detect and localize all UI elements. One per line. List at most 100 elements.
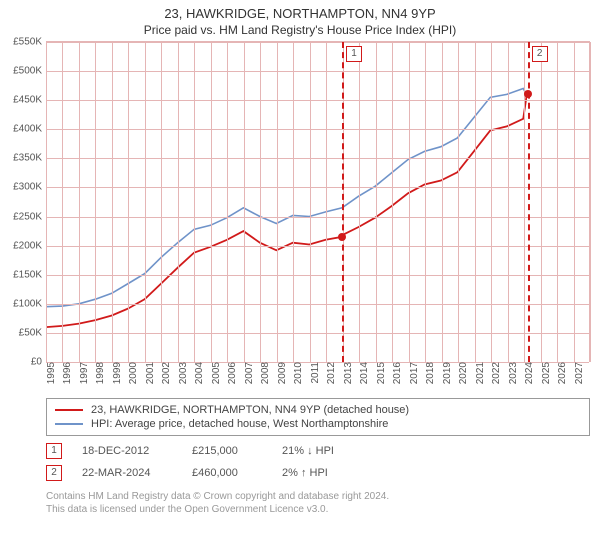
gridline-vertical [392,42,393,362]
x-axis-label: 2027 [570,362,585,384]
x-axis-label: 2018 [421,362,436,384]
x-axis-label: 2005 [207,362,222,384]
gridline-vertical [62,42,63,362]
gridline-vertical [359,42,360,362]
sale-price: £460,000 [192,467,282,479]
x-axis-label: 2008 [256,362,271,384]
y-axis-label: £500K [13,66,46,77]
sale-row-marker: 2 [46,465,62,481]
sale-point-dot [524,90,532,98]
x-axis-label: 2013 [339,362,354,384]
gridline-vertical [491,42,492,362]
x-axis-label: 1995 [42,362,57,384]
legend-row: 23, HAWKRIDGE, NORTHAMPTON, NN4 9YP (det… [55,403,581,417]
gridline-vertical [95,42,96,362]
x-axis-label: 1999 [108,362,123,384]
sale-point-dot [338,233,346,241]
x-axis-label: 1996 [58,362,73,384]
gridline-vertical [541,42,542,362]
x-axis-label: 2003 [174,362,189,384]
gridline-vertical [376,42,377,362]
x-axis-label: 2011 [306,362,321,384]
x-axis-label: 2020 [454,362,469,384]
gridline-vertical [508,42,509,362]
x-axis-label: 2000 [124,362,139,384]
legend-label: 23, HAWKRIDGE, NORTHAMPTON, NN4 9YP (det… [91,404,409,416]
y-axis-label: £100K [13,298,46,309]
gridline-vertical [194,42,195,362]
x-axis-label: 1998 [91,362,106,384]
gridline-vertical [442,42,443,362]
x-axis-label: 2004 [190,362,205,384]
footer-line-1: Contains HM Land Registry data © Crown c… [46,490,590,503]
y-axis-label: £550K [13,37,46,48]
x-axis-label: 2022 [487,362,502,384]
x-axis-label: 2012 [322,362,337,384]
y-axis-label: £250K [13,211,46,222]
gridline-vertical [260,42,261,362]
gridline-vertical [211,42,212,362]
sale-row-marker: 1 [46,443,62,459]
x-axis-label: 2010 [289,362,304,384]
gridline-vertical [557,42,558,362]
x-axis-label: 2026 [553,362,568,384]
x-axis-label: 2025 [537,362,552,384]
y-axis-label: £150K [13,269,46,280]
sale-marker-box: 2 [532,46,548,62]
y-axis-label: £400K [13,124,46,135]
gridline-vertical [409,42,410,362]
plot-area: £0£50K£100K£150K£200K£250K£300K£350K£400… [46,41,590,362]
sales-table: 1 18-DEC-2012£215,00021% ↓ HPI 2 22-MAR-202… [46,440,590,484]
gridline-vertical [458,42,459,362]
y-axis-label: £200K [13,240,46,251]
x-axis-label: 2016 [388,362,403,384]
y-axis-label: £300K [13,182,46,193]
gridline-vertical [310,42,311,362]
gridline-vertical [574,42,575,362]
sale-price: £215,000 [192,445,282,457]
gridline-vertical [178,42,179,362]
y-axis-label: £50K [19,327,46,338]
legend-swatch [55,409,83,411]
sale-date: 18-DEC-2012 [82,445,192,457]
sale-marker-box: 1 [346,46,362,62]
gridline-vertical [128,42,129,362]
gridline-vertical [161,42,162,362]
x-axis-label: 2007 [240,362,255,384]
x-axis-label: 2019 [438,362,453,384]
gridline-vertical [145,42,146,362]
x-axis-label: 2001 [141,362,156,384]
gridline-vertical [227,42,228,362]
x-axis-label: 2024 [520,362,535,384]
chart-subtitle: Price paid vs. HM Land Registry's House … [0,21,600,41]
x-axis-label: 1997 [75,362,90,384]
legend: 23, HAWKRIDGE, NORTHAMPTON, NN4 9YP (det… [46,398,590,436]
gridline-vertical [590,42,591,362]
y-axis-label: £350K [13,153,46,164]
gridline-vertical [277,42,278,362]
footer-line-2: This data is licensed under the Open Gov… [46,503,590,516]
gridline-vertical [425,42,426,362]
x-axis-label: 2021 [471,362,486,384]
x-axis-label: 2002 [157,362,172,384]
legend-row: HPI: Average price, detached house, West… [55,417,581,431]
gridline-vertical [293,42,294,362]
sale-date: 22-MAR-2024 [82,467,192,479]
gridline-vertical [46,42,47,362]
y-axis-label: £450K [13,95,46,106]
gridline-vertical [475,42,476,362]
x-axis-label: 2009 [273,362,288,384]
sale-delta: 21% ↓ HPI [282,445,392,457]
x-axis-label: 2017 [405,362,420,384]
footer: Contains HM Land Registry data © Crown c… [46,490,590,516]
x-axis-label: 2015 [372,362,387,384]
gridline-vertical [79,42,80,362]
x-axis-label: 2006 [223,362,238,384]
sale-row: 2 22-MAR-2024£460,0002% ↑ HPI [46,462,590,484]
sale-delta: 2% ↑ HPI [282,467,392,479]
x-axis-label: 2023 [504,362,519,384]
x-axis-label: 2014 [355,362,370,384]
sale-row: 1 18-DEC-2012£215,00021% ↓ HPI [46,440,590,462]
chart-container: 23, HAWKRIDGE, NORTHAMPTON, NN4 9YP Pric… [0,0,600,516]
legend-label: HPI: Average price, detached house, West… [91,418,388,430]
